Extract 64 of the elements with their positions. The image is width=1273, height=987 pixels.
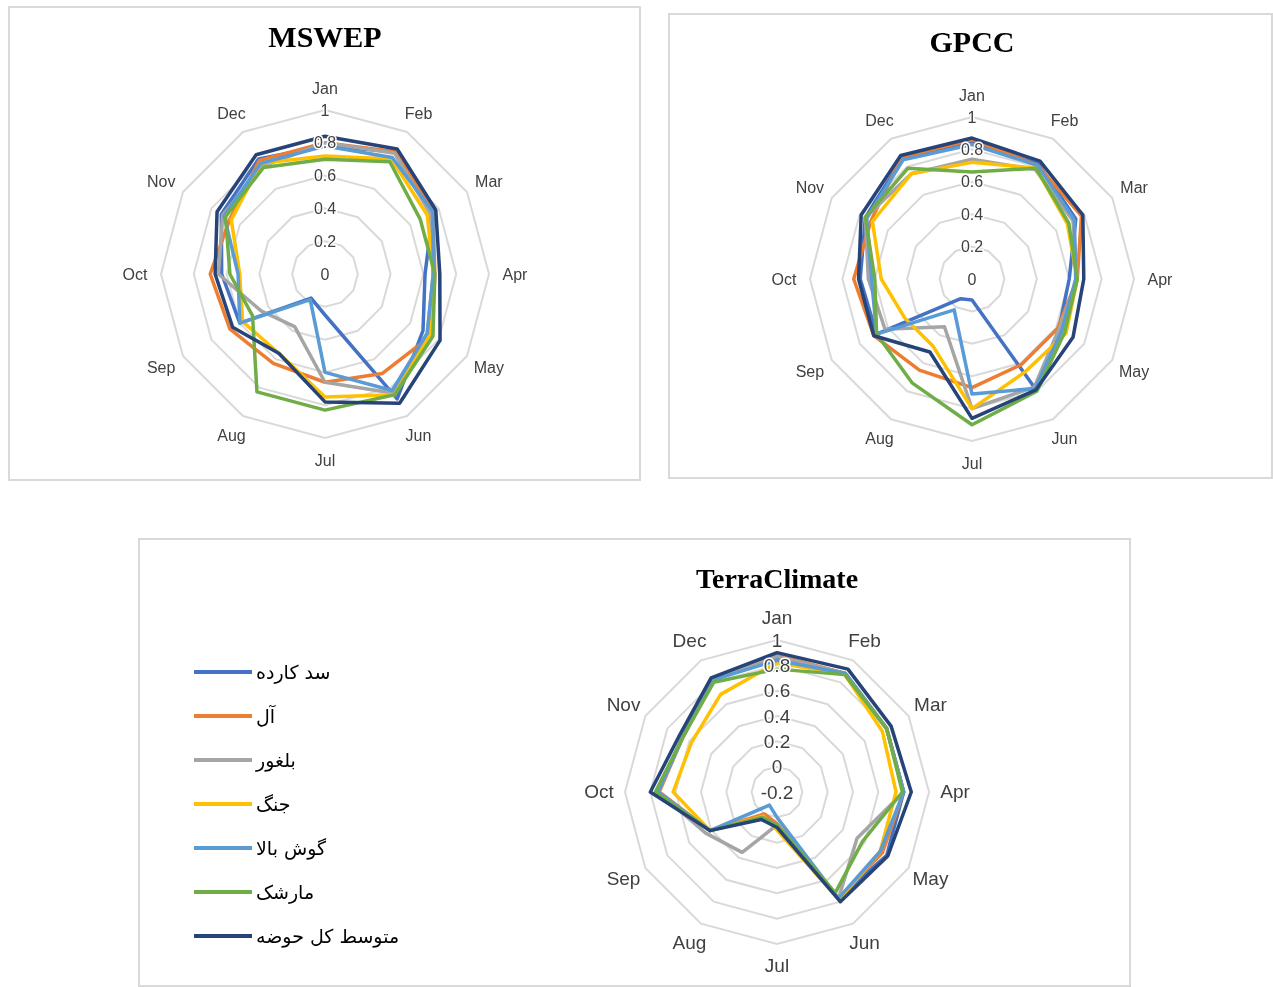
spoke-label: May [912, 868, 949, 889]
y-tick-label: -0.2 [760, 781, 794, 803]
chart-title: TerraClimate [695, 563, 859, 594]
spoke-label: Mar [475, 173, 504, 190]
chart-title: MSWEP [268, 20, 382, 53]
spoke-label: Jul [314, 452, 336, 469]
y-tick-label: 0.6 [313, 167, 337, 185]
spoke-label: Apr [502, 266, 529, 283]
spoke-label: Jun [1051, 430, 1078, 448]
spoke-label: Nov [606, 694, 641, 715]
spoke-label: Feb [1050, 111, 1079, 129]
spoke-label: Jan [761, 607, 793, 628]
y-tick-label: 0.4 [960, 205, 984, 223]
spoke-label: Nov [795, 179, 825, 196]
spoke-label: Jan [959, 87, 985, 104]
spoke-label: May [473, 359, 504, 376]
y-tick-label: 0 [771, 756, 783, 778]
y-tick-label: 1 [771, 629, 783, 651]
spoke-label: Oct [122, 266, 148, 283]
y-tick-label: 0.2 [763, 730, 791, 752]
spoke-label: Dec [672, 630, 707, 652]
spoke-label: Jan [312, 80, 338, 97]
y-tick-label: 1 [967, 108, 977, 126]
y-tick-label: 0 [967, 270, 977, 288]
legend-label: مارشک [256, 881, 315, 904]
spoke-label: Aug [217, 427, 246, 445]
spoke-label: Apr [940, 781, 971, 802]
spoke-label: Mar [914, 694, 948, 715]
y-tick-label: 0.4 [313, 199, 337, 217]
spoke-label: Jul [961, 455, 983, 472]
legend-label: آل [256, 704, 276, 727]
spoke-label: May [1119, 363, 1150, 380]
spoke-label: Jun [405, 427, 432, 445]
legend-label: جنگ [256, 793, 291, 815]
y-tick-label: 0.2 [313, 232, 337, 250]
spoke-label: Jul [764, 955, 790, 976]
spoke-label: Nov [146, 173, 176, 190]
spoke-label: Jun [849, 931, 880, 953]
legend-label: گوش بالا [256, 837, 327, 860]
spoke-label: Sep [795, 363, 825, 380]
chart-title: GPCC [929, 25, 1015, 58]
y-tick-label: 0.6 [763, 680, 791, 702]
y-tick-label: 1 [320, 101, 330, 119]
spoke-label: Oct [771, 271, 797, 288]
spoke-label: Aug [865, 430, 894, 448]
y-tick-label: 0.4 [763, 705, 791, 727]
spoke-label: Apr [1147, 271, 1174, 288]
legend-label: متوسط کل حوضه [256, 925, 400, 948]
y-tick-label: 0 [320, 265, 330, 283]
spoke-label: Feb [404, 104, 433, 122]
spoke-label: Dec [217, 104, 246, 122]
y-tick-label: 0.8 [313, 134, 337, 152]
spoke-label: Mar [1120, 179, 1149, 196]
y-tick-label: 0.2 [960, 238, 984, 256]
y-tick-label: 0.6 [960, 173, 984, 191]
y-tick-label: 0.8 [763, 654, 791, 676]
spoke-label: Dec [865, 111, 894, 129]
spoke-label: Aug [672, 931, 707, 953]
legend-label: سد کارده [256, 661, 331, 684]
spoke-label: Oct [584, 781, 615, 802]
spoke-label: Feb [848, 630, 881, 652]
legend-label: بلغور [255, 749, 296, 772]
spoke-label: Sep [606, 868, 641, 889]
spoke-label: Sep [146, 359, 176, 376]
